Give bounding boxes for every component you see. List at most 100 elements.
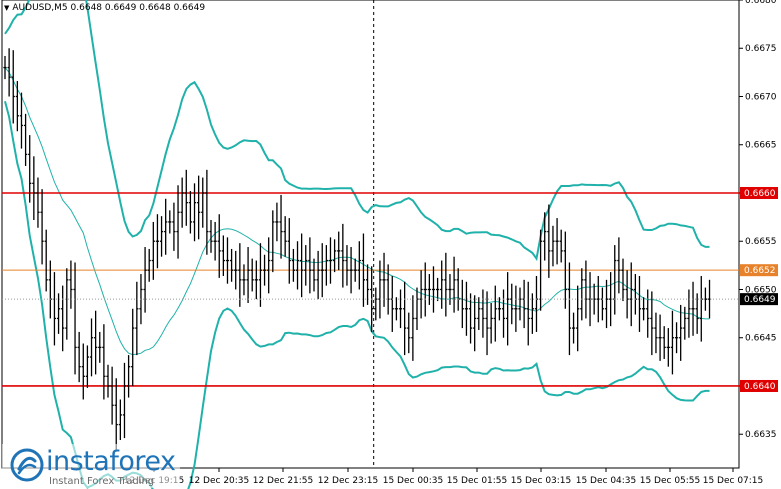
candle-bar [205,169,209,255]
candle-bar [217,214,221,278]
candle-bar [547,204,551,278]
candle-bar [304,245,308,286]
candle-bar [316,250,320,300]
candle-bar [106,364,110,398]
candle-bar [576,285,580,352]
candle-bar [287,218,291,284]
candle-bar [646,289,650,338]
candle-bar [642,297,646,321]
candle-bar [295,241,300,290]
x-tick-label: 15 Dec 03:15 [511,476,572,486]
level-price-tag: 0.6652 [740,264,778,277]
y-tick-label: 0.6675 [745,44,777,54]
candle-bar [40,189,44,265]
level-tag-bg [740,379,778,392]
candle-bar [328,237,333,284]
candle-bar [118,399,122,441]
candle-bar [3,55,7,80]
level-price-tag: 0.6640 [740,379,778,392]
candle-bar [192,183,197,242]
current-price-tag: 0.6649 [740,293,778,306]
candle-bar [114,378,118,452]
candle-bar [349,247,353,294]
candle-bar [683,306,687,340]
candle-bar [497,297,501,321]
candle-bar [427,274,431,305]
candle-bar [394,297,398,321]
y-tick-label: 0.6650 [745,285,777,295]
candle-bar [94,310,98,375]
candle-bar [440,260,444,309]
candle-bar [563,231,567,309]
candle-bar [271,210,275,273]
candle-bar [201,177,205,228]
candle-bar [258,243,263,307]
y-tick-label: 0.6635 [745,430,777,440]
candle-bar [242,264,246,296]
chart-title: ▼ AUDUSD,M5 0.6648 0.6649 0.6648 0.6649 [4,3,205,13]
candle-bar [15,81,19,132]
symbol-dropdown-icon[interactable]: ▼ [4,4,10,12]
watermark-brand: instaforex [46,446,176,477]
candle-bar [209,220,213,253]
candle-bar [246,247,250,303]
candle-bar [674,322,679,354]
candle-bar [188,191,192,234]
candle-bar [407,312,411,354]
candle-bar [267,237,271,294]
level-price-tag: 0.6660 [740,186,778,199]
level-tag-bg [740,186,778,199]
candle-bar [110,366,114,425]
candle-bar [411,295,415,361]
candle-bar [526,281,530,346]
candle-bar [423,262,427,317]
candle-bar [135,281,139,356]
candle-bar [320,243,324,298]
candle-bar [19,92,24,149]
candle-bar [452,256,456,313]
candle-bar [28,135,32,203]
candle-bar [197,175,201,240]
candle-bar [444,252,448,317]
candle-bar [98,331,102,363]
candle-bar [650,291,654,356]
candle-bar [234,250,238,290]
y-tick-label: 0.6665 [745,141,777,151]
candle-bar [670,310,675,375]
candle-bar [283,216,287,257]
candle-bar [213,221,217,261]
candle-bar [81,343,85,400]
candle-bar [184,169,188,226]
current-price-tag-bg [740,293,778,306]
y-tick-label: 0.6655 [745,237,777,247]
candle-bar [180,177,184,228]
candle-bar [662,326,666,359]
x-tick-label: 12 Dec 21:55 [253,476,314,486]
candle-bar [353,258,357,282]
candle-bar [510,283,514,325]
candle-bar [448,274,452,305]
y-tick-label: 0.6670 [745,92,777,102]
candle-bar [275,202,279,242]
candle-bar [506,272,510,346]
candle-bar [580,268,584,321]
x-tick-label: 12 Dec 23:15 [318,476,379,486]
bollinger-middle-band [4,67,710,356]
x-tick-label: 12 Dec 20:35 [189,476,250,486]
candle-bar [147,248,151,282]
symbol-label: AUDUSD,M5 [12,3,68,13]
candle-bar [300,233,304,298]
candle-bar [102,324,106,400]
candle-bar [65,268,69,340]
candle-bar [172,202,176,251]
x-tick-label: 15 Dec 01:55 [447,476,508,486]
candle-bar [687,289,691,338]
candle-bar [24,113,28,166]
candle-bar [143,247,147,313]
candle-bar [221,235,225,276]
x-tick-label: 15 Dec 05:55 [640,476,701,486]
candle-bar [501,289,506,338]
candle-bar [89,318,94,377]
